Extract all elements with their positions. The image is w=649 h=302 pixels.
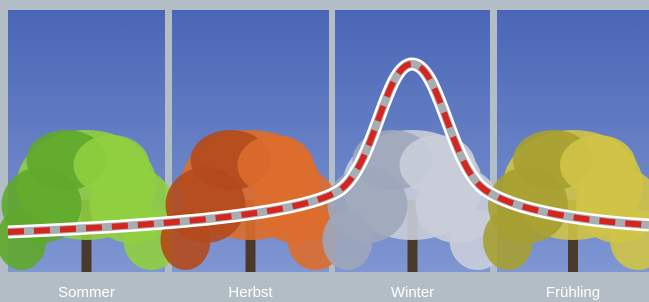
season-label: Herbst bbox=[228, 284, 273, 301]
season-panel: Winter bbox=[323, 10, 506, 302]
season-label: Winter bbox=[391, 284, 434, 301]
panels: Sommer Herbst Winter Frühling bbox=[0, 10, 649, 302]
season-label: Sommer bbox=[58, 284, 115, 301]
season-panel: Herbst bbox=[161, 10, 344, 302]
season-panel: Sommer bbox=[0, 10, 180, 302]
season-label: Frühling bbox=[546, 284, 600, 301]
tree-canopy bbox=[560, 135, 636, 195]
tree-canopy bbox=[323, 210, 373, 270]
season-illustration: Sommer Herbst Winter Frühling bbox=[0, 0, 649, 302]
season-panel: Frühling bbox=[483, 10, 649, 302]
tree-canopy bbox=[74, 135, 150, 195]
tree-canopy bbox=[483, 210, 533, 270]
tree-canopy bbox=[238, 135, 314, 195]
